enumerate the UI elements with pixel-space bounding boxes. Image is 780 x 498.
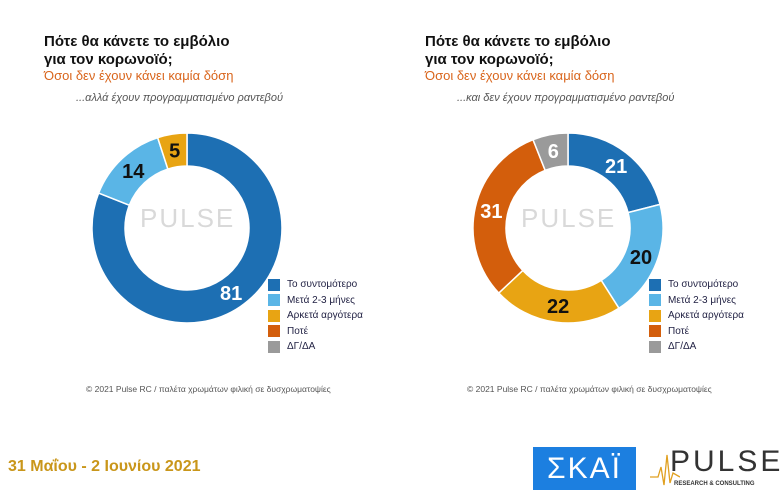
watermark: PULSE — [140, 203, 236, 233]
legend-item: Αρκετά αργότερα — [649, 308, 744, 324]
legend-swatch — [268, 294, 280, 307]
chart-condition: ...αλλά έχουν προγραμματισμένο ραντεβού — [76, 92, 284, 104]
title-line-1: Πότε θα κάνετε το εμβόλιο — [44, 33, 230, 50]
legend-item: ΔΓ/ΔΑ — [268, 339, 363, 355]
watermark: PULSE — [521, 203, 617, 233]
copyright: © 2021 Pulse RC / παλέτα χρωμάτων φιλική… — [467, 384, 712, 394]
donut-slice-5 — [532, 132, 569, 172]
data-label: 5 — [169, 140, 180, 162]
legend-swatch — [268, 340, 280, 353]
data-label: 21 — [605, 156, 627, 178]
title-line-1: Πότε θα κάνετε το εμβόλιο — [425, 33, 611, 50]
legend-label: Το συντομότερο — [668, 279, 739, 291]
copyright: © 2021 Pulse RC / παλέτα χρωμάτων φιλική… — [86, 384, 331, 394]
donut-slice-1 — [91, 132, 283, 324]
legend-swatch — [649, 294, 661, 307]
data-label: 6 — [548, 141, 559, 163]
legend-label: Αρκετά αργότερα — [668, 310, 744, 322]
data-label: 22 — [547, 296, 569, 318]
data-label: 20 — [630, 247, 652, 269]
legend-swatch — [649, 340, 661, 353]
legend-label: Μετά 2-3 μήνες — [668, 294, 736, 306]
legend-item: Αρκετά αργότερα — [268, 308, 363, 324]
chart-panel-left: Πότε θα κάνετε το εμβόλιο για τον κορωνοϊ… — [0, 0, 390, 420]
legend-swatch — [268, 309, 280, 322]
pulse-logo: PULSE RESEARCH & CONSULTING — [650, 445, 780, 492]
legend-item: Το συντομότερο — [649, 277, 744, 293]
legend-item: Το συντομότερο — [268, 277, 363, 293]
title-line-2: για τον κορωνοϊό; — [44, 51, 173, 68]
legend-item: Ποτέ — [268, 324, 363, 340]
legend-swatch — [649, 278, 661, 291]
survey-date: 31 Μαΐου - 2 Ιουνίου 2021 — [8, 458, 201, 475]
legend-label: ΔΓ/ΔΑ — [668, 341, 697, 353]
title-line-2: για τον κορωνοϊό; — [425, 51, 554, 68]
legend-item: Μετά 2-3 μήνες — [268, 293, 363, 309]
data-label: 31 — [480, 201, 502, 223]
chart-panel-right: Πότε θα κάνετε το εμβόλιο για τον κορωνοϊ… — [381, 0, 771, 420]
data-label: 14 — [122, 161, 145, 183]
legend-item: ΔΓ/ΔΑ — [649, 339, 744, 355]
legend-label: Ποτέ — [287, 325, 309, 337]
data-label: 81 — [220, 283, 242, 305]
chart-condition: ...και δεν έχουν προγραμματισμένο ραντεβ… — [457, 92, 675, 104]
pulse-logo-text: PULSE — [670, 445, 780, 478]
legend-label: Μετά 2-3 μήνες — [287, 294, 355, 306]
donut-chart-left: 81 14 5 — [91, 132, 283, 324]
chart-title: Πότε θα κάνετε το εμβόλιο για τον κορωνοϊ… — [44, 33, 229, 69]
legend-label: Ποτέ — [668, 325, 690, 337]
chart-title: Πότε θα κάνετε το εμβόλιο για τον κορωνοϊ… — [425, 33, 610, 69]
legend-swatch — [268, 325, 280, 338]
donut-slice-3 — [156, 132, 188, 170]
legend-label: Το συντομότερο — [287, 279, 358, 291]
legend-swatch — [649, 309, 661, 322]
pulse-wave-icon — [650, 454, 680, 486]
legend-swatch — [268, 278, 280, 291]
legend: Το συντομότερο Μετά 2-3 μήνες Αρκετά αργότ… — [649, 277, 744, 355]
chart-subtitle: Όσοι δεν έχουν κάνει καμία δόση — [44, 68, 234, 83]
legend-label: ΔΓ/ΔΑ — [287, 341, 316, 353]
legend-label: Αρκετά αργότερα — [287, 310, 363, 322]
legend: Το συντομότερο Μετά 2-3 μήνες Αρκετά αργότ… — [268, 277, 363, 355]
skai-logo: ΣΚΑΪ — [533, 447, 636, 490]
donut-chart-right: 21 20 22 31 6 — [472, 132, 664, 324]
legend-swatch — [649, 325, 661, 338]
legend-item: Μετά 2-3 μήνες — [649, 293, 744, 309]
legend-item: Ποτέ — [649, 324, 744, 340]
chart-subtitle: Όσοι δεν έχουν κάνει καμία δόση — [425, 68, 615, 83]
pulse-logo-sub: RESEARCH & CONSULTING — [674, 481, 755, 487]
